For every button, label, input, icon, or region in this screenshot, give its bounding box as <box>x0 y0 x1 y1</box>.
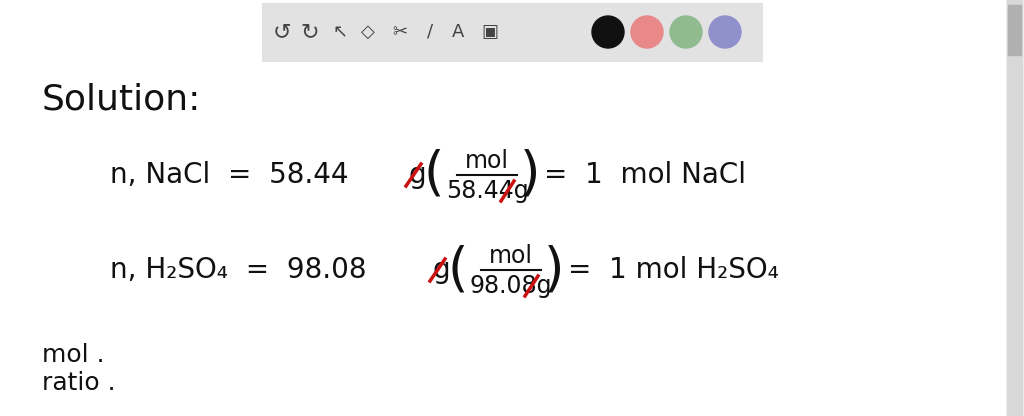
Text: ratio .: ratio . <box>42 371 116 395</box>
Text: ↺: ↺ <box>272 22 291 42</box>
Text: g: g <box>408 161 426 189</box>
Text: ▣: ▣ <box>481 23 499 41</box>
Bar <box>1007 0 1022 416</box>
Text: ↻: ↻ <box>301 22 319 42</box>
Text: mol .: mol . <box>42 343 104 367</box>
Text: =  1 mol H₂SO₄: = 1 mol H₂SO₄ <box>568 256 779 284</box>
Text: ✂: ✂ <box>392 23 408 41</box>
Text: Solution:: Solution: <box>42 83 202 117</box>
Text: /: / <box>427 23 433 41</box>
Bar <box>262 3 762 61</box>
Text: n, NaCl  =  58.44: n, NaCl = 58.44 <box>110 161 357 189</box>
Text: 58.44g: 58.44g <box>445 179 528 203</box>
Circle shape <box>631 16 663 48</box>
Circle shape <box>592 16 624 48</box>
Circle shape <box>670 16 702 48</box>
Text: mol: mol <box>489 244 534 268</box>
Text: mol: mol <box>465 149 509 173</box>
Text: 98.08g: 98.08g <box>470 274 552 298</box>
Text: g: g <box>432 256 450 284</box>
Text: (: ( <box>424 149 444 201</box>
Text: ↖: ↖ <box>333 23 347 41</box>
Text: =  1  mol NaCl: = 1 mol NaCl <box>544 161 746 189</box>
Text: ): ) <box>520 149 541 201</box>
Bar <box>1008 5 1021 55</box>
Text: ): ) <box>544 244 564 296</box>
Text: n, H₂SO₄  =  98.08: n, H₂SO₄ = 98.08 <box>110 256 367 284</box>
Text: A: A <box>452 23 464 41</box>
Circle shape <box>709 16 741 48</box>
Text: (: ( <box>449 244 469 296</box>
Text: ◇: ◇ <box>361 23 375 41</box>
